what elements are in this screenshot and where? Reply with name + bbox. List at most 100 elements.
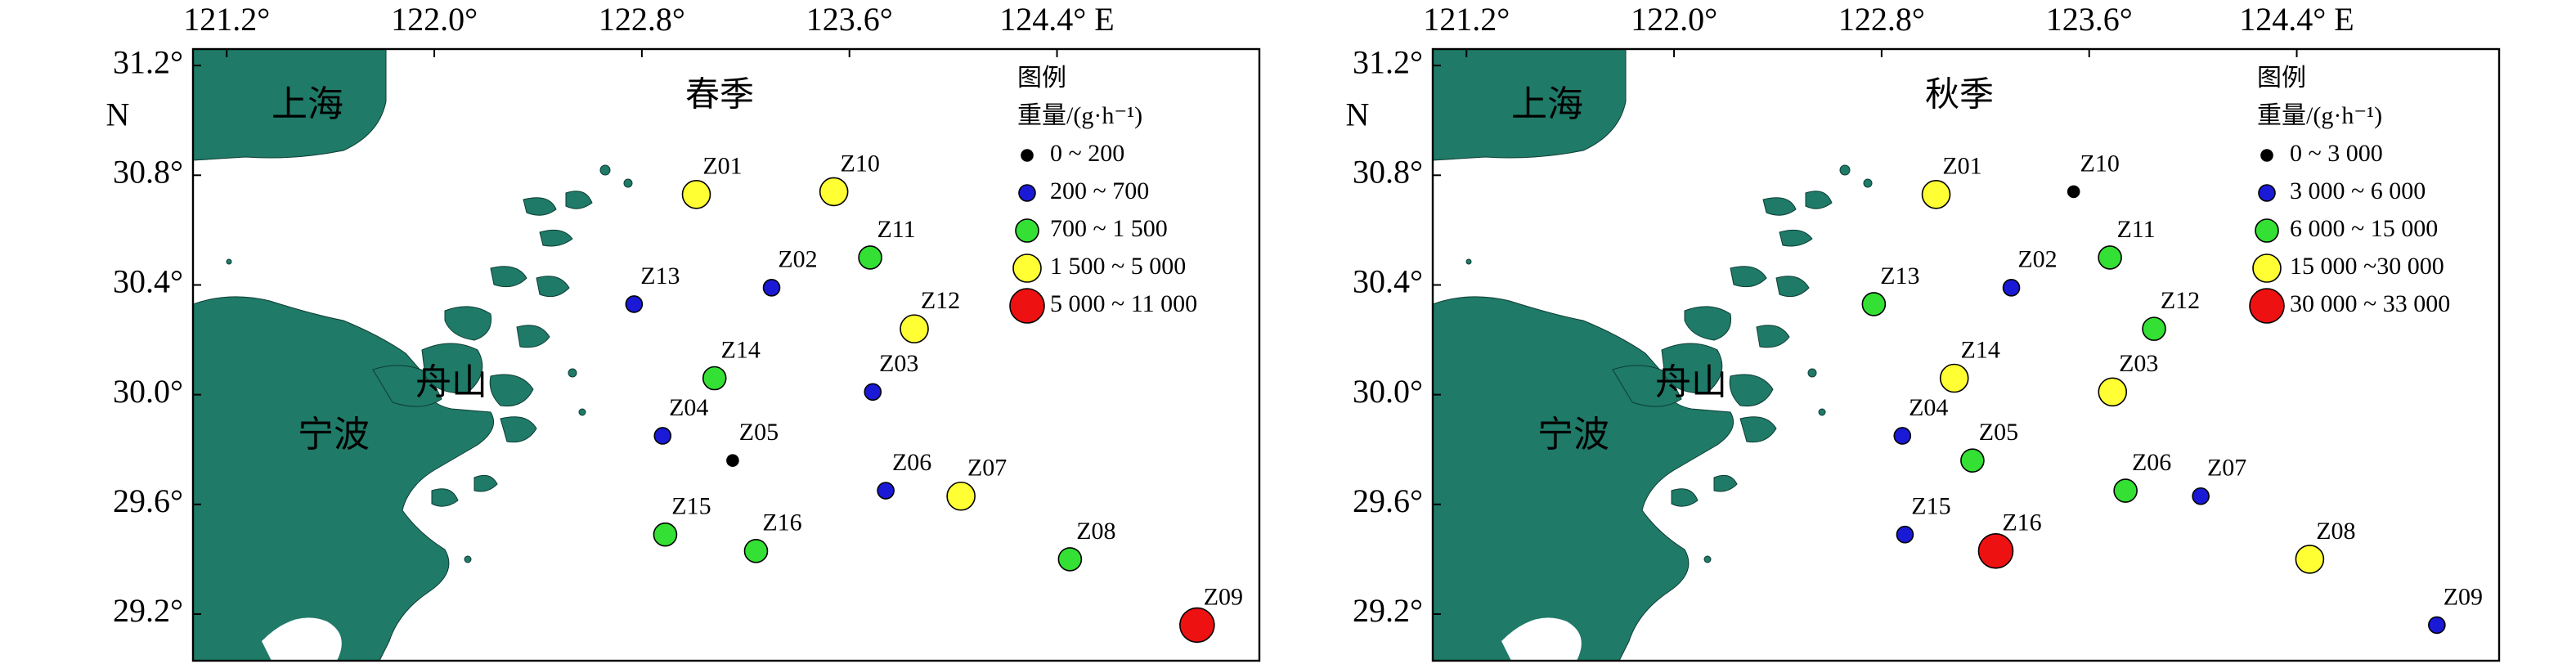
panel-title: 秋季 — [1925, 77, 1994, 114]
legend-unit: 重量/(g·h⁻¹) — [2257, 102, 2382, 129]
legend-swatch — [2260, 149, 2273, 162]
legend-swatch — [1018, 184, 1036, 202]
place-name: 上海 — [1511, 84, 1583, 124]
station — [1939, 363, 1969, 393]
station — [819, 177, 849, 207]
land-right — [1433, 49, 1873, 661]
x-tick-label: 123.6° — [2046, 1, 2133, 38]
station-label: Z04 — [669, 394, 708, 421]
legend-swatch — [2249, 288, 2285, 324]
x-tick-label: 124.4° E — [2239, 1, 2354, 38]
legend-swatch — [1012, 253, 1042, 283]
legend-swatch — [1015, 218, 1039, 243]
station-label: Z15 — [671, 493, 711, 520]
y-tick-label: 31.2° — [113, 43, 183, 80]
station-label: Z13 — [1880, 262, 1919, 289]
station-label: Z07 — [967, 455, 1007, 482]
station — [2142, 316, 2166, 341]
legend-label: 3 000 ~ 6 000 — [2290, 177, 2426, 204]
legend-swatch — [2252, 253, 2282, 283]
x-tick-label: 123.6° — [806, 1, 893, 38]
station-label: Z16 — [762, 509, 801, 536]
station-label: Z10 — [841, 150, 880, 177]
y-tick-label: 29.2° — [1353, 592, 1423, 629]
y-tick-label: 29.6° — [1353, 482, 1423, 519]
station — [2192, 487, 2210, 505]
station — [2067, 185, 2080, 199]
station — [877, 482, 895, 500]
station-label: Z09 — [1204, 583, 1243, 610]
legend-label: 6 000 ~ 15 000 — [2290, 215, 2438, 242]
station — [1960, 448, 1985, 473]
x-tick-label: 124.4° E — [999, 1, 1114, 38]
station-label: Z13 — [640, 262, 680, 289]
station — [1896, 525, 1914, 544]
station — [2098, 377, 2128, 407]
y-tick-label: 31.2° — [1353, 43, 1423, 80]
station-label: Z08 — [1076, 518, 1115, 545]
place-name: 宁波 — [298, 415, 370, 455]
place-name: 舟山 — [1655, 362, 1727, 402]
station — [864, 383, 882, 402]
station — [2098, 245, 2122, 270]
station-label: Z05 — [739, 419, 779, 446]
station — [625, 295, 644, 313]
y-tick-label: 30.0° — [113, 373, 183, 410]
station — [1861, 292, 1887, 316]
y-tick-label: 29.6° — [113, 482, 183, 519]
station — [1921, 179, 1951, 209]
legend-swatch — [2258, 184, 2276, 202]
station-label: Z02 — [2017, 246, 2057, 273]
legend-swatch — [1009, 288, 1045, 324]
station — [900, 314, 929, 343]
x-tick-label: 121.2° — [183, 1, 270, 38]
x-tick-label: 121.2° — [1423, 1, 1510, 38]
legend-label: 700 ~ 1 500 — [1050, 215, 1168, 242]
station-label: Z10 — [2080, 150, 2120, 177]
station — [1179, 607, 1215, 644]
station — [1893, 427, 1912, 445]
y-tick-label: 30.0° — [1353, 373, 1423, 410]
station-label: Z01 — [1942, 153, 1981, 180]
y-tick-label: 30.4° — [113, 263, 183, 300]
station — [1977, 533, 2014, 569]
station — [2002, 279, 2021, 297]
station — [2295, 545, 2325, 574]
station-label: Z03 — [879, 350, 918, 377]
lat-label: N — [1346, 96, 1370, 132]
station-label: Z04 — [1909, 394, 1948, 421]
station — [1057, 547, 1083, 572]
station-label: Z12 — [921, 287, 960, 314]
land-left — [193, 49, 633, 661]
x-tick-label: 122.8° — [599, 1, 685, 38]
legend-swatch — [2255, 218, 2279, 243]
station — [726, 454, 739, 467]
station-label: Z02 — [778, 246, 817, 273]
legend-swatch — [1021, 149, 1034, 162]
lat-label: N — [106, 96, 130, 132]
station-label: Z01 — [702, 153, 742, 180]
station-label: Z09 — [2444, 583, 2483, 610]
legend-label: 30 000 ~ 33 000 — [2290, 290, 2450, 317]
station — [2428, 616, 2446, 635]
frame-right — [1431, 47, 2501, 662]
legend-label: 0 ~ 200 — [1050, 140, 1124, 167]
legend-label: 5 000 ~ 11 000 — [1050, 290, 1197, 317]
station-label: Z16 — [2002, 509, 2041, 536]
place-name: 舟山 — [415, 362, 487, 402]
x-tick-label: 122.0° — [1631, 1, 1717, 38]
legend-label: 200 ~ 700 — [1050, 177, 1149, 204]
station-label: Z05 — [1979, 419, 2018, 446]
station — [653, 522, 678, 547]
legend-label: 0 ~ 3 000 — [2290, 140, 2383, 167]
y-tick-label: 30.8° — [113, 153, 183, 190]
station — [681, 179, 711, 209]
y-tick-label: 30.8° — [1353, 153, 1423, 190]
station — [743, 539, 769, 563]
station-label: Z11 — [2116, 216, 2155, 243]
station-label: Z08 — [2316, 518, 2355, 545]
station-label: Z15 — [1911, 493, 1950, 520]
station-label: Z14 — [721, 336, 761, 363]
